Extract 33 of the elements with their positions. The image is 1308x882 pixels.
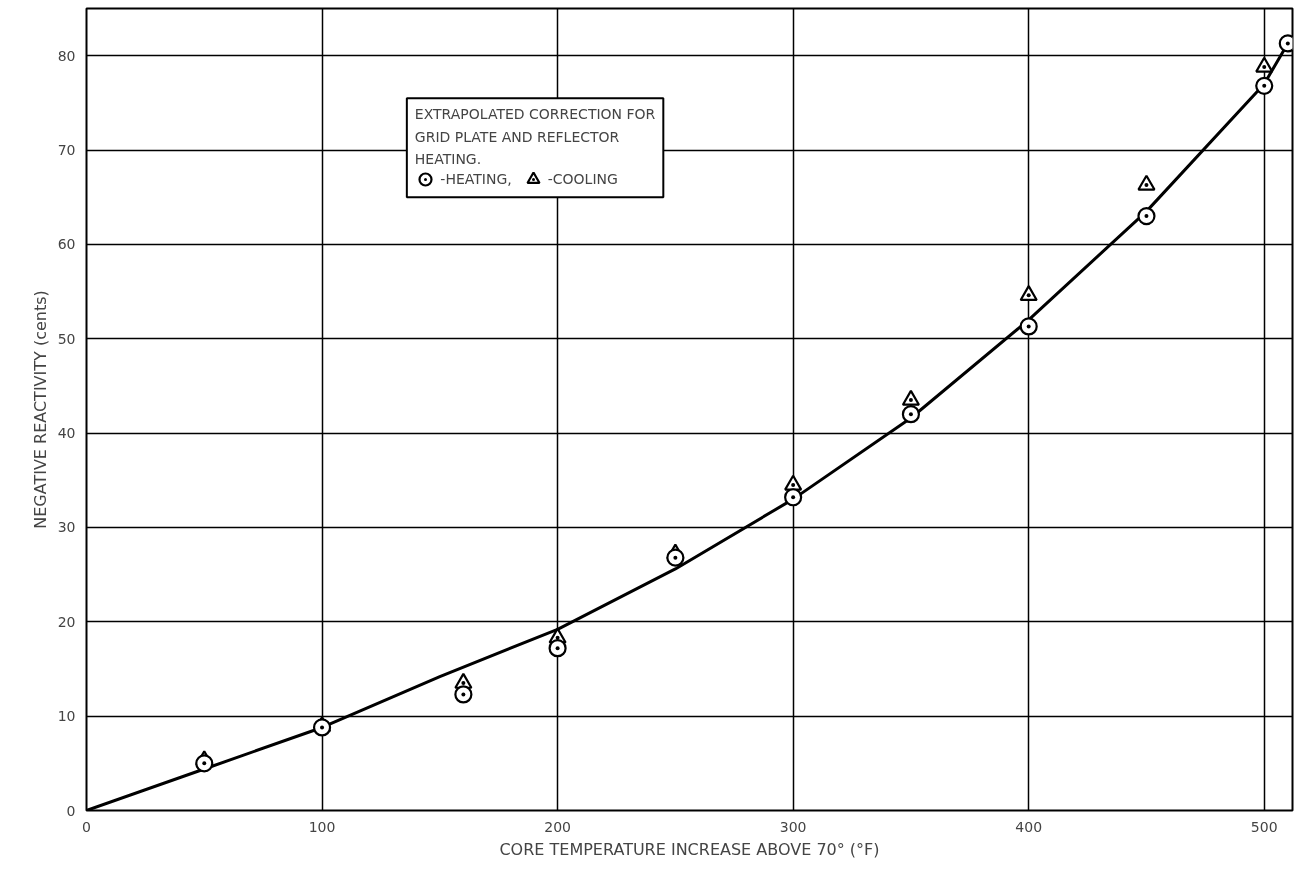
y-tick-label: 10 [57, 708, 76, 725]
y-tick-label: 0 [66, 802, 76, 819]
y-tick-label: 50 [57, 330, 76, 347]
point [901, 389, 921, 406]
point [1137, 174, 1156, 191]
y-tick-label: 80 [57, 47, 76, 64]
point [1019, 285, 1038, 302]
point [901, 405, 921, 424]
y-tick-label: 30 [57, 519, 76, 536]
y-tick-label: 70 [57, 142, 76, 159]
x-tick-label: 300 [779, 818, 807, 835]
x-tick-label: 500 [1250, 818, 1278, 835]
y-tick-label: 40 [57, 425, 76, 442]
x-axis-title: CORE TEMPERATURE INCREASE ABOVE 70° (°F) [499, 839, 880, 859]
legend-label: -COOLING [547, 170, 618, 187]
point [454, 685, 473, 704]
point [666, 548, 685, 567]
x-tick-label: 0 [82, 818, 91, 835]
x-tick-label: 400 [1015, 818, 1043, 835]
x-tick-label: 100 [308, 818, 336, 835]
y-tick-label: 60 [57, 236, 76, 253]
y-tick-label: 20 [57, 613, 76, 630]
point [1019, 317, 1038, 336]
point [195, 754, 214, 773]
point [548, 639, 567, 658]
legend-label: -HEATING, [440, 170, 512, 187]
point [784, 488, 803, 507]
annotation: EXTRAPOLATED CORRECTION FOR GRID PLATE AND REFLECTOR HEATING. [414, 106, 656, 167]
y-axis-title: NEGATIVE REACTIVITY (cents) [30, 290, 50, 529]
point [1255, 56, 1274, 73]
point [1255, 76, 1274, 95]
x-tick-label: 200 [544, 818, 571, 835]
point [1137, 206, 1156, 226]
